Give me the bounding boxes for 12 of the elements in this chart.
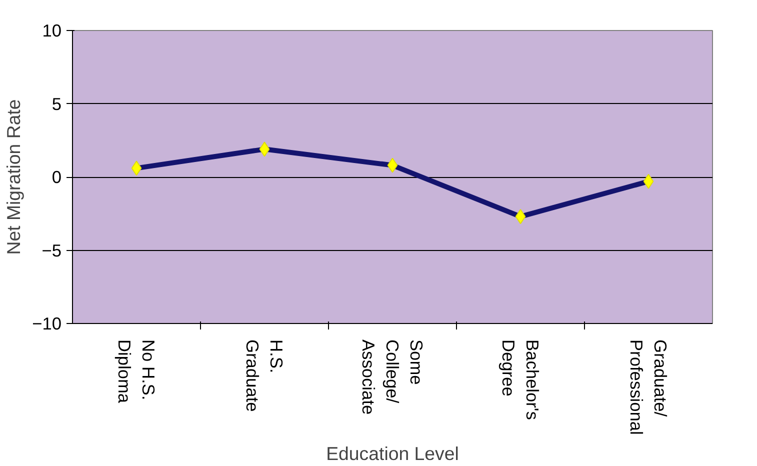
y-tick-label: 5: [52, 94, 62, 114]
x-tick-label: H.S. Graduate: [242, 340, 286, 412]
x-tick-label: Bachelor's Degree: [498, 340, 542, 420]
x-tick-label: Graduate/ Professional: [626, 340, 670, 435]
x-tick-label: No H.S. Diploma: [114, 340, 158, 404]
y-tick-label: −5: [42, 240, 62, 260]
x-tick-label: Some College/ Associate: [358, 340, 426, 415]
y-tick-label: 0: [52, 167, 62, 187]
y-tick-label: 10: [42, 20, 62, 40]
y-tick-label: −10: [32, 314, 62, 334]
x-axis-title: Education Level: [326, 442, 459, 464]
y-axis-title: Net Migration Rate: [3, 99, 24, 255]
